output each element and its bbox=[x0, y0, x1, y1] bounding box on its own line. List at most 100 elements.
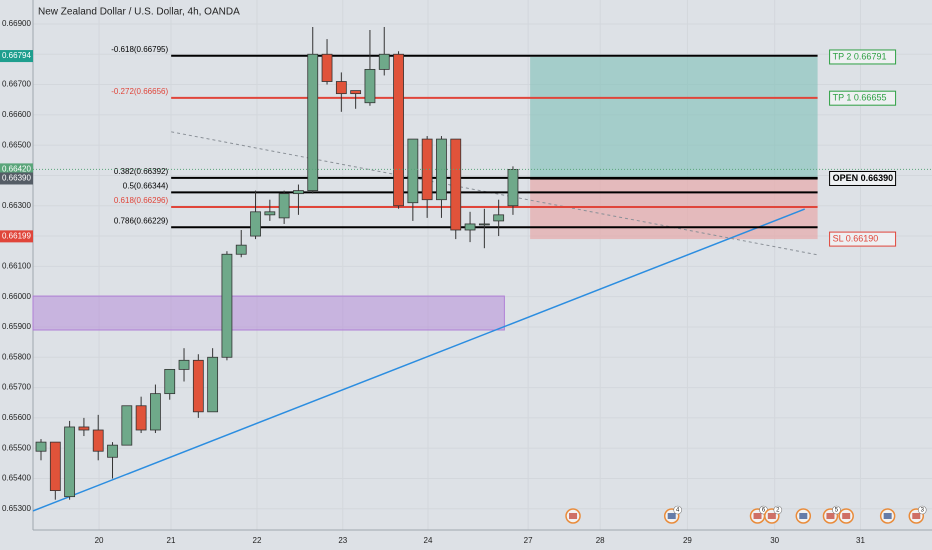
event-flag bbox=[883, 513, 892, 519]
candle-body bbox=[92, 429, 104, 452]
fib-label: -0.272(0.66656) bbox=[111, 87, 168, 96]
y-tick-label: 0.65800 bbox=[2, 352, 31, 361]
y-tick-label: 0.66900 bbox=[2, 19, 31, 28]
y-tick-label: 0.65400 bbox=[2, 474, 31, 483]
event-count: 5 bbox=[835, 508, 839, 514]
event-flag bbox=[799, 513, 808, 519]
x-tick-label: 21 bbox=[167, 536, 176, 545]
y-tick-label: 0.66100 bbox=[2, 261, 31, 270]
candle-body bbox=[407, 138, 419, 204]
candle-body bbox=[335, 81, 347, 95]
position-label-box bbox=[829, 90, 897, 106]
candle-body bbox=[450, 138, 462, 231]
candle-body bbox=[35, 441, 47, 452]
price-tag bbox=[0, 163, 33, 176]
event-count: 6 bbox=[762, 508, 766, 514]
candle-body bbox=[307, 53, 319, 192]
fib-label: 0.5(0.66344) bbox=[123, 182, 169, 191]
fib-label: 0.786(0.66229) bbox=[114, 216, 169, 225]
candle-body bbox=[507, 168, 519, 207]
event-flag bbox=[826, 513, 835, 519]
candle-body bbox=[135, 405, 147, 431]
chart-title: New Zealand Dollar / U.S. Dollar, 4h, OA… bbox=[38, 7, 240, 18]
candle-body bbox=[150, 393, 161, 431]
candle-body bbox=[264, 211, 276, 216]
event-flag bbox=[569, 513, 578, 519]
trendline bbox=[171, 131, 818, 256]
price-tag-label: 0.66420 bbox=[2, 165, 31, 174]
y-tick-label: 0.66500 bbox=[2, 140, 31, 149]
position-label: TP 1 0.66655 bbox=[833, 93, 887, 103]
position-label-box bbox=[829, 231, 897, 247]
candle-body bbox=[107, 444, 118, 458]
candle-body bbox=[478, 223, 490, 226]
candle-body bbox=[121, 405, 133, 446]
price-tag bbox=[0, 50, 33, 63]
event-flag bbox=[667, 513, 676, 519]
price-tag-label: 0.66390 bbox=[2, 174, 31, 183]
position-label: SL 0.66190 bbox=[833, 233, 879, 243]
price-tag bbox=[0, 172, 33, 185]
x-tick-label: 29 bbox=[683, 536, 692, 545]
event-badge bbox=[673, 505, 683, 515]
position-label-box bbox=[829, 170, 897, 186]
candle-body bbox=[364, 68, 376, 104]
y-tick-label: 0.66600 bbox=[2, 110, 31, 119]
x-tick-label: 23 bbox=[338, 536, 347, 545]
event-badge bbox=[832, 505, 841, 515]
y-tick-label: 0.65600 bbox=[2, 413, 31, 422]
event-flag bbox=[767, 513, 776, 519]
event-flag bbox=[912, 513, 921, 519]
candle-body bbox=[221, 253, 233, 358]
candle-body bbox=[235, 244, 247, 255]
fib-label: -0.618(0.66795) bbox=[111, 45, 168, 54]
candle-body bbox=[178, 359, 190, 370]
event-flag bbox=[842, 513, 851, 519]
event-badge bbox=[917, 505, 927, 515]
position-label: TP 2 0.66791 bbox=[833, 51, 887, 61]
event-flag bbox=[753, 513, 762, 519]
price-tag bbox=[0, 230, 33, 243]
y-tick-label: 0.65700 bbox=[2, 383, 31, 392]
profit-zone bbox=[530, 56, 818, 179]
event-badge bbox=[773, 505, 783, 515]
x-tick-label: 24 bbox=[424, 536, 433, 545]
fib-label: 0.382(0.66392) bbox=[114, 167, 169, 176]
y-tick-label: 0.65300 bbox=[2, 504, 31, 513]
y-tick-label: 0.65900 bbox=[2, 322, 31, 331]
candle-body bbox=[64, 426, 76, 498]
candle-body bbox=[164, 368, 176, 395]
candle-body bbox=[49, 441, 61, 492]
x-tick-label: 22 bbox=[253, 536, 262, 545]
candle-body bbox=[350, 90, 362, 95]
position-label: OPEN 0.66390 bbox=[833, 173, 894, 183]
candle-body bbox=[464, 223, 476, 231]
candle-body bbox=[207, 356, 219, 413]
event-count: 3 bbox=[921, 508, 925, 514]
event-count: 2 bbox=[776, 508, 780, 514]
x-tick-label: 30 bbox=[770, 536, 779, 545]
candle-body bbox=[250, 211, 261, 237]
x-tick-label: 20 bbox=[95, 536, 104, 545]
price-tag-label: 0.66794 bbox=[2, 51, 31, 60]
candle-body bbox=[293, 190, 304, 195]
x-tick-label: 28 bbox=[596, 536, 605, 545]
candle-body bbox=[393, 53, 404, 207]
candle-body bbox=[493, 214, 505, 222]
position-label-box bbox=[829, 49, 897, 65]
y-tick-label: 0.65500 bbox=[2, 443, 31, 452]
x-tick-label: 27 bbox=[524, 536, 533, 545]
fib-label: 0.618(0.66296) bbox=[114, 196, 169, 205]
y-tick-label: 0.66700 bbox=[2, 80, 31, 89]
event-count: 4 bbox=[676, 508, 680, 514]
candle-body bbox=[78, 426, 90, 431]
candle-body bbox=[321, 53, 333, 82]
trendline bbox=[32, 208, 805, 512]
price-tag-label: 0.66199 bbox=[2, 231, 31, 240]
candle-body bbox=[378, 53, 390, 70]
x-tick-label: 31 bbox=[856, 536, 865, 545]
demand-zone bbox=[32, 295, 505, 331]
y-tick-label: 0.66300 bbox=[2, 201, 31, 210]
